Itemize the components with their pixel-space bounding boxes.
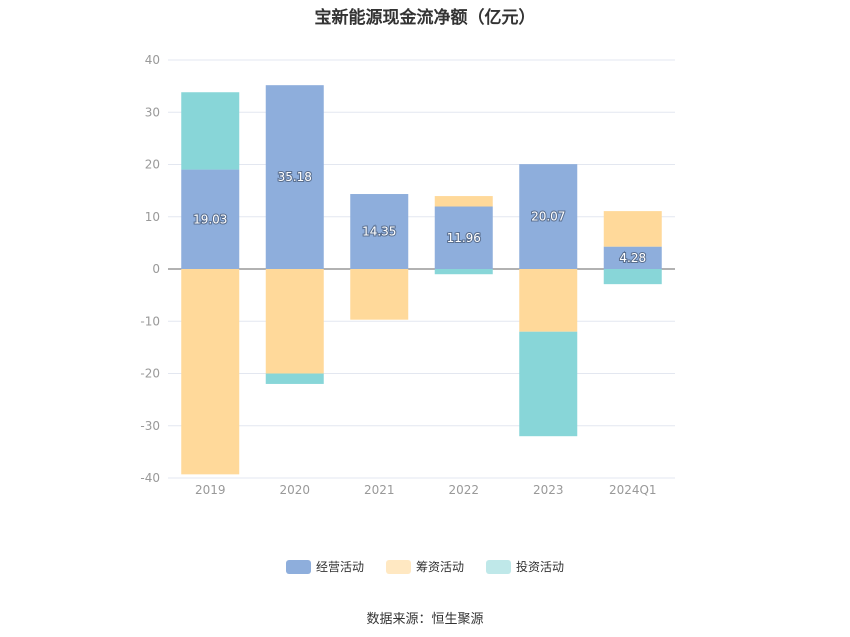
data-label: 4.28 (619, 251, 646, 265)
legend-label: 经营活动 (315, 560, 364, 574)
bar-segment (181, 92, 240, 170)
x-tick-label: 2021 (364, 483, 395, 497)
bar-segment (603, 211, 662, 247)
y-tick-label: 40 (145, 53, 160, 67)
y-tick-label: -30 (140, 419, 160, 433)
bar-segment (181, 169, 240, 269)
bars (181, 85, 662, 475)
source-note: 数据来源：恒生聚源 (366, 612, 484, 627)
data-label: 14.35 (362, 225, 396, 239)
chart-title: 宝新能源现金流净额（亿元） (314, 8, 536, 28)
y-tick-label: -10 (140, 314, 160, 328)
data-label: 19.03 (193, 212, 227, 226)
bar-segment (350, 194, 409, 269)
y-tick-label: 20 (145, 158, 160, 172)
data-label: 35.18 (278, 170, 312, 184)
bar-segment (603, 246, 662, 269)
x-tick-label: 2020 (279, 483, 310, 497)
legend: 经营活动 筹资活动 投资活动 (0, 558, 850, 575)
data-label: 20.07 (531, 210, 565, 224)
axes: 40 30 20 10 0 -10 -20 -30 -40 2019 2020 2021 2022 202… (140, 53, 656, 497)
grid-lines (168, 59, 675, 479)
bar-segment (603, 269, 662, 285)
y-tick-label: 0 (152, 262, 160, 276)
legend-item[interactable]: 经营活动 (285, 558, 364, 575)
x-tick-label: 2023 (533, 483, 564, 497)
legend-label: 投资活动 (516, 560, 565, 574)
bar-segment (265, 85, 324, 269)
bar-segment (434, 196, 493, 207)
legend-swatch (486, 559, 511, 574)
bar-segment (519, 331, 578, 437)
x-tick-label: 2022 (448, 483, 479, 497)
x-tick-label: 2024Q1 (609, 483, 657, 497)
bar-segment (265, 269, 324, 374)
y-tick-label: 10 (145, 210, 160, 224)
legend-swatch (385, 559, 411, 574)
bar-segment (434, 206, 493, 269)
bar-segment (181, 269, 240, 475)
bar-segment (265, 373, 324, 384)
data-label: 11.96 (447, 231, 481, 245)
data-labels: 19.03 35.18 14.35 11.96 20.07 4.28 (192, 169, 647, 266)
legend-item[interactable]: 筹资活动 (385, 558, 464, 575)
bar-segment (434, 269, 493, 275)
legend-swatch (285, 559, 311, 574)
x-tick-label: 2019 (195, 483, 226, 497)
bar-segment (519, 269, 578, 332)
y-tick-label: -20 (140, 367, 160, 381)
bar-segment (519, 164, 578, 269)
legend-label: 筹资活动 (415, 560, 464, 574)
y-tick-label: -40 (140, 471, 160, 485)
bar-segment (350, 269, 409, 320)
y-tick-label: 30 (145, 105, 160, 119)
legend-item[interactable]: 投资活动 (486, 558, 564, 575)
